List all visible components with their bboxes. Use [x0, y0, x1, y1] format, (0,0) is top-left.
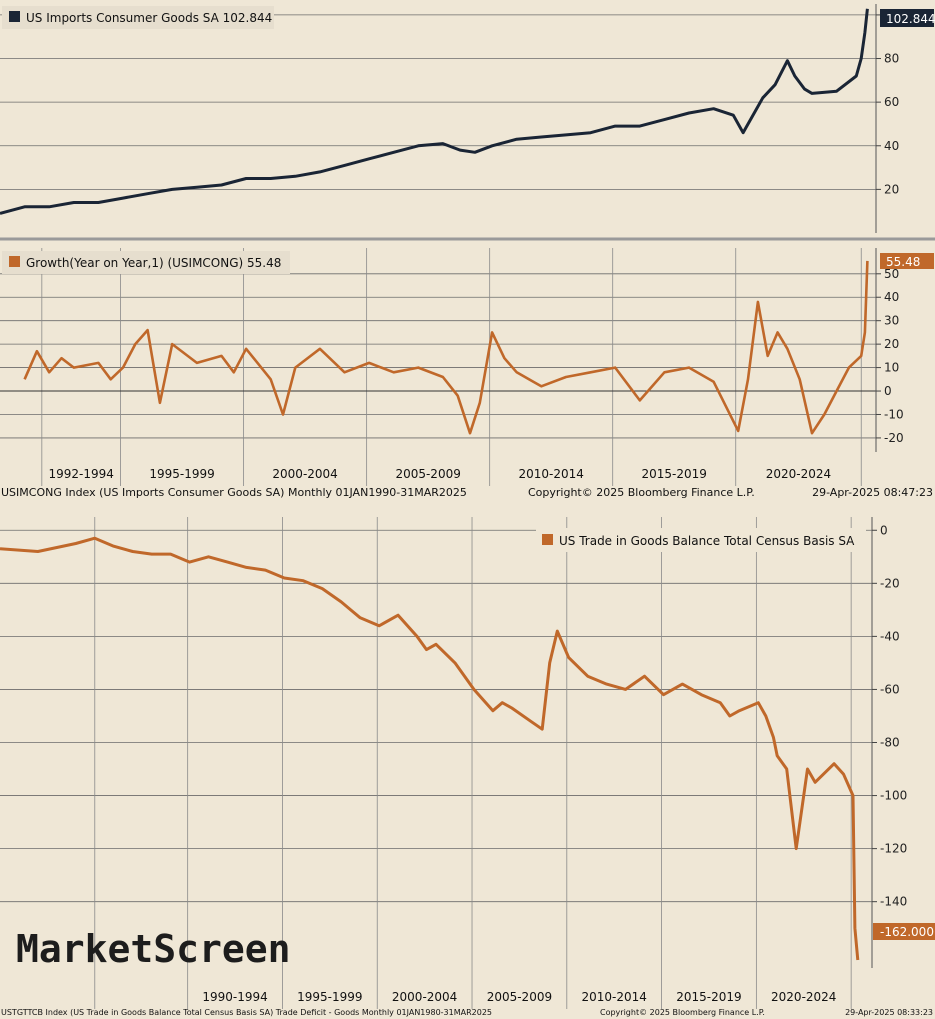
x-tick-label: 2015-2019	[642, 467, 707, 481]
y-tick-label: 80	[884, 52, 899, 66]
x-tick-label: 2000-2004	[272, 467, 337, 481]
x-tick-label: 2020-2024	[771, 990, 836, 1004]
x-tick-label: 1990-1994	[202, 990, 267, 1004]
imports-series-line	[0, 8, 869, 215]
x-tick-label: 2005-2009	[395, 467, 460, 481]
imports-last-value-flag: 102.844	[880, 9, 935, 27]
trade-legend-label: US Trade in Goods Balance Total Census B…	[559, 534, 855, 548]
y-tick-label: -80	[880, 736, 900, 750]
x-tick-label: 2020-2024	[766, 467, 831, 481]
trade-y-axis: 0 -20 -40 -60 -80 -100 -120 -140	[871, 517, 907, 968]
x-tick-label: 2015-2019	[676, 990, 741, 1004]
trade-last-value-text: -162.000	[880, 925, 934, 939]
x-tick-label: 2005-2009	[487, 990, 552, 1004]
imports-legend-swatch	[9, 11, 20, 22]
x-tick-label: 2000-2004	[392, 990, 457, 1004]
brand-watermark: MarketScreen	[16, 927, 291, 971]
y-tick-label: 0	[884, 384, 892, 398]
x-tick-label: 1995-1999	[149, 467, 214, 481]
x-tick-label: 1992-1994	[48, 467, 113, 481]
y-tick-label: 10	[884, 361, 899, 375]
footer-bottom-copyright: Copyright© 2025 Bloomberg Finance L.P.	[600, 1008, 765, 1017]
footer-top-timestamp: 29-Apr-2025 08:47:23	[812, 486, 933, 499]
footer-bottom-source: USTGTTCB Index (US Trade in Goods Balanc…	[1, 1008, 492, 1017]
trade-legend-swatch	[542, 534, 553, 545]
y-tick-label: -140	[880, 895, 907, 909]
growth-x-axis: 1992-1994 1995-1999 2000-2004 2005-2009 2010…	[48, 467, 831, 481]
y-tick-label: 20	[884, 182, 899, 196]
growth-legend-label: Growth(Year on Year,1) (USIMCONG) 55.48	[26, 256, 281, 270]
growth-series-line	[23, 260, 869, 435]
growth-y-axis: -20 -10 0 10 20 30 40 50	[875, 248, 904, 452]
y-tick-label: -10	[884, 407, 904, 421]
imports-legend-label: US Imports Consumer Goods SA 102.844	[26, 11, 272, 25]
x-tick-label: 1995-1999	[297, 990, 362, 1004]
trade-legend-box	[536, 528, 866, 552]
imports-last-value-text: 102.844	[886, 12, 935, 26]
footer-top-source: USIMCONG Index (US Imports Consumer Good…	[1, 486, 467, 499]
y-tick-label: -120	[880, 842, 907, 856]
growth-legend-swatch	[9, 256, 20, 267]
y-tick-label: -20	[884, 431, 904, 445]
y-tick-label: -20	[880, 576, 900, 590]
y-tick-label: 40	[884, 290, 899, 304]
growth-legend-box	[2, 251, 290, 274]
trade-last-value-flag: -162.000	[873, 923, 935, 940]
y-tick-label: 40	[884, 139, 899, 153]
footer-top-copyright: Copyright© 2025 Bloomberg Finance L.P.	[528, 486, 755, 499]
y-tick-label: 50	[884, 267, 899, 281]
growth-panel: -20 -10 0 10 20 30 40 50 1992-1994 1995-1999 2000…	[0, 248, 934, 486]
y-tick-label: -100	[880, 789, 907, 803]
imports-panel: 20406080100 US Imports Consumer Goods SA…	[0, 4, 935, 233]
growth-last-value-flag: 55.48	[880, 253, 934, 269]
trade-series-line	[0, 536, 860, 961]
trade-x-axis: 1990-1994 1995-1999 2000-2004 2005-2009 2010…	[202, 990, 836, 1004]
x-tick-label: 2010-2014	[518, 467, 583, 481]
y-tick-label: 30	[884, 314, 899, 328]
y-tick-label: -40	[880, 629, 900, 643]
imports-legend-box	[2, 6, 274, 29]
trade-gridlines	[0, 517, 872, 1009]
trade-balance-panel: 0 -20 -40 -60 -80 -100 -120 -140 1990-1994 1995-…	[0, 517, 935, 1009]
x-tick-label: 2010-2014	[581, 990, 646, 1004]
y-tick-label: 20	[884, 337, 899, 351]
y-tick-label: -60	[880, 682, 900, 696]
growth-last-value-text: 55.48	[886, 255, 920, 269]
y-tick-label: 0	[880, 523, 888, 537]
y-tick-label: 60	[884, 95, 899, 109]
footer-bottom-timestamp: 29-Apr-2025 08:33:23	[845, 1008, 933, 1017]
